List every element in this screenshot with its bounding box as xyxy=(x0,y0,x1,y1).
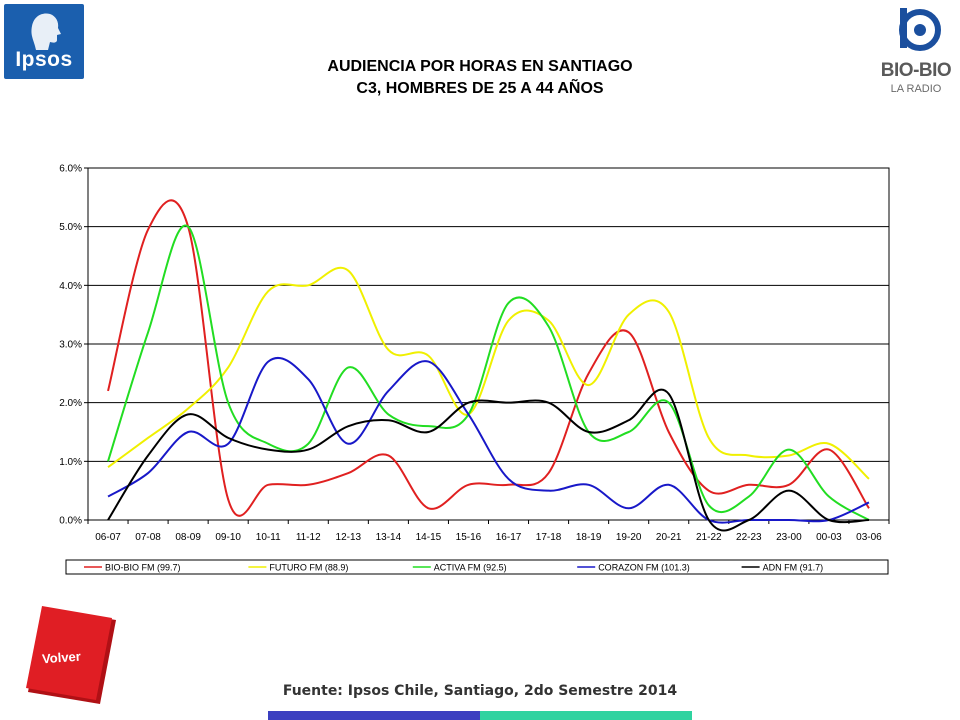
y-tick-label: 4.0% xyxy=(59,281,82,292)
title-line-2: C3, HOMBRES DE 25 A 44 AÑOS xyxy=(356,80,604,97)
volver-label: Volver xyxy=(41,648,82,667)
series-line-4 xyxy=(107,388,870,532)
x-tick-label: 14-15 xyxy=(416,532,442,543)
volver-shape-icon xyxy=(26,606,116,704)
ipsos-logo: Ipsos xyxy=(4,4,84,79)
y-tick-label: 6.0% xyxy=(59,164,82,175)
ipsos-head-icon xyxy=(31,13,61,50)
page-title: AUDIENCIA POR HORAS EN SANTIAGO C3, HOMB… xyxy=(180,56,780,100)
x-tick-label: 16-17 xyxy=(496,532,522,543)
x-tick-label: 00-03 xyxy=(816,532,842,543)
ipsos-logo-text: Ipsos xyxy=(15,48,73,71)
legend-label: FUTURO FM (88.9) xyxy=(269,563,348,573)
source-note: Fuente: Ipsos Chile, Santiago, 2do Semes… xyxy=(282,683,678,699)
x-tick-label: 23-00 xyxy=(776,532,802,543)
legend-label: CORAZON FM (101.3) xyxy=(598,563,690,573)
biobio-logo: BIO-BIO LA RADIO xyxy=(880,4,952,104)
x-tick-label: 12-13 xyxy=(336,532,362,543)
x-tick-label: 08-09 xyxy=(175,532,201,543)
series-line-3 xyxy=(107,356,870,524)
x-tick-label: 10-11 xyxy=(256,532,281,543)
series-line-1 xyxy=(107,266,870,480)
footer-bar-left xyxy=(268,711,480,720)
x-tick-label: 07-08 xyxy=(135,532,161,543)
x-tick-label: 17-18 xyxy=(536,532,562,543)
legend-label: ADN FM (91.7) xyxy=(763,563,824,573)
y-tick-label: 3.0% xyxy=(59,340,82,351)
volver-button[interactable]: Volver xyxy=(26,606,118,706)
x-tick-label: 15-16 xyxy=(456,532,482,543)
y-tick-label: 0.0% xyxy=(59,516,82,527)
x-tick-label: 06-07 xyxy=(95,532,121,543)
x-tick-label: 20-21 xyxy=(656,532,682,543)
x-tick-label: 09-10 xyxy=(215,532,241,543)
y-tick-label: 1.0% xyxy=(59,457,82,468)
x-axis-ticks: 06-07 07-08 08-09 09-10 10-11 11-12 12-13 13-14… xyxy=(87,520,890,543)
biobio-logo-subtext: LA RADIO xyxy=(890,83,942,95)
x-tick-label: 11-12 xyxy=(296,532,321,543)
biobio-emblem-icon xyxy=(899,8,941,51)
footer-bar-right xyxy=(480,711,692,720)
y-tick-label: 2.0% xyxy=(59,398,82,409)
y-tick-label: 5.0% xyxy=(59,222,82,233)
series-lines xyxy=(107,199,870,532)
x-tick-label: 22-23 xyxy=(736,532,762,543)
title-line-1: AUDIENCIA POR HORAS EN SANTIAGO xyxy=(327,58,633,75)
x-tick-label: 19-20 xyxy=(616,532,642,543)
x-tick-label: 21-22 xyxy=(696,532,722,543)
legend-box xyxy=(65,559,889,575)
x-tick-label: 13-14 xyxy=(376,532,402,543)
legend-label: ACTIVA FM (92.5) xyxy=(434,563,507,573)
x-tick-label: 03-06 xyxy=(856,532,882,543)
legend: BIO-BIO FM (99.7) FUTURO FM (88.9) ACTIVA … xyxy=(84,563,823,573)
y-axis-ticks: 6.0% 5.0% 4.0% 3.0% 2.0% 1.0% 0.0% xyxy=(59,164,88,527)
legend-label: BIO-BIO FM (99.7) xyxy=(105,563,181,573)
x-tick-label: 18-19 xyxy=(576,532,602,543)
biobio-logo-text: BIO-BIO xyxy=(880,60,952,81)
series-line-0 xyxy=(107,199,870,517)
